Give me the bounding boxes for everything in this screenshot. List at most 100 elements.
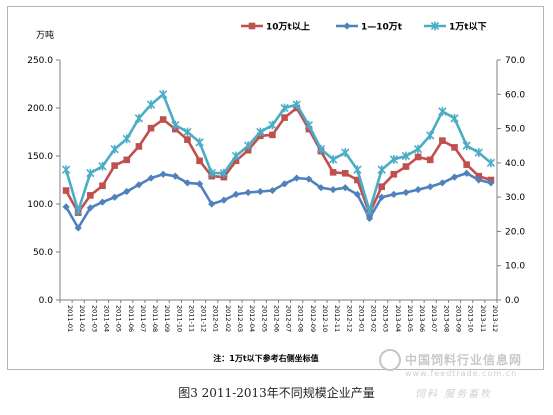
data-point: [329, 169, 337, 176]
data-point: [183, 127, 192, 137]
data-point: [475, 176, 483, 184]
legend-label: 1—10万t: [361, 22, 403, 33]
y-left-tick-label: 150.0: [27, 152, 53, 162]
x-tick-label: 2012-01: [212, 305, 220, 332]
data-point: [184, 136, 191, 143]
y-right-tick-label: 70.0: [505, 56, 525, 66]
data-point: [451, 144, 458, 151]
data-point: [475, 172, 483, 180]
data-point: [244, 188, 252, 197]
data-point: [377, 165, 386, 175]
legend-label: 1万t以下: [449, 22, 487, 33]
data-point: [123, 187, 131, 196]
y-left-tick-label: 200.0: [27, 104, 53, 114]
chart-frame: 0.0 50.0 100.0 150.0 200.0 250.0 0.0 10.0 20.0 30…: [7, 6, 544, 370]
data-point: [426, 156, 434, 164]
data-point: [413, 144, 423, 154]
legend-entry: 1—10万t: [336, 22, 403, 33]
x-tick-label: 2011-06: [127, 305, 135, 332]
data-point: [248, 22, 256, 30]
x-tick-label: 2012-02: [224, 305, 232, 332]
data-point: [487, 179, 495, 187]
production-line-chart: 0.0 50.0 100.0 150.0 200.0 250.0 0.0 10.0 20.0 30…: [27, 21, 525, 364]
data-point: [353, 190, 362, 198]
data-point: [439, 137, 446, 144]
y-right-tick-label: 20.0: [505, 227, 525, 237]
data-point: [329, 186, 337, 194]
data-point: [243, 141, 253, 151]
data-point: [159, 89, 168, 99]
data-point: [171, 172, 179, 180]
chart-note: 注：1万t以下参考右侧坐标值: [213, 353, 318, 363]
y-left-tick-label: 50.0: [33, 248, 53, 258]
y-right-tick-label: 30.0: [505, 193, 525, 203]
data-point: [486, 158, 496, 168]
data-point: [74, 224, 82, 232]
data-point: [195, 180, 204, 188]
data-point: [208, 200, 216, 208]
x-tick-label: 2013-07: [430, 305, 438, 332]
data-point: [62, 187, 70, 194]
x-tick-label: 2013-06: [418, 305, 426, 332]
data-point: [123, 156, 131, 164]
data-point: [354, 176, 361, 184]
data-point: [87, 192, 94, 199]
data-point: [389, 155, 398, 164]
x-tick-label: 2011-05: [115, 305, 123, 332]
data-point: [98, 161, 107, 171]
data-point: [159, 116, 167, 123]
data-point: [414, 153, 422, 161]
data-point: [195, 137, 204, 147]
data-point: [426, 131, 435, 140]
x-tick-label: 2013-03: [382, 305, 390, 332]
y-right-tick-label: 50.0: [505, 125, 525, 135]
data-point: [134, 113, 144, 123]
x-tick-label: 2011-04: [102, 305, 110, 332]
data-point: [462, 141, 471, 151]
legend-entry: 1万t以下: [424, 22, 487, 33]
series-line: [64, 93, 492, 213]
figure-caption: 图3 2011-2013年不同规模企业产量: [178, 386, 375, 400]
series-2: [62, 169, 495, 232]
data-point: [328, 155, 338, 164]
x-tick-label: 2012-03: [236, 305, 244, 332]
data-point: [341, 169, 349, 177]
data-point: [378, 183, 385, 191]
data-point: [316, 144, 326, 154]
x-tick-label: 2013-02: [370, 305, 378, 332]
x-tick-label: 2011-08: [151, 305, 159, 332]
data-point: [341, 148, 350, 157]
y-left-tick-label: 100.0: [27, 200, 53, 210]
x-tick-label: 2012-05: [260, 305, 268, 332]
x-tick-label: 2012-09: [309, 305, 317, 332]
data-point: [280, 180, 289, 188]
data-point: [438, 179, 446, 187]
data-point: [147, 124, 155, 132]
x-tick-label: 2013-04: [394, 305, 402, 332]
x-tick-label: 2011-12: [200, 305, 208, 332]
data-point: [293, 174, 301, 182]
y-left-tick-label: 0.0: [39, 296, 54, 306]
data-point: [219, 168, 229, 178]
data-point: [390, 170, 398, 178]
data-point: [135, 181, 143, 189]
data-point: [207, 168, 216, 178]
data-point: [474, 148, 483, 157]
data-point: [438, 107, 447, 116]
x-tick-label: 2012-06: [272, 305, 280, 332]
data-point: [111, 193, 119, 201]
data-point: [86, 204, 94, 212]
data-point: [61, 165, 71, 175]
data-point: [280, 103, 289, 113]
data-point: [430, 21, 440, 31]
data-point: [171, 120, 180, 130]
x-tick-label: 2012-11: [333, 305, 341, 332]
data-point: [111, 162, 118, 169]
data-point: [99, 182, 106, 190]
data-point: [269, 131, 276, 139]
x-tick-label: 2011-01: [66, 305, 74, 332]
data-point: [231, 151, 241, 161]
data-point: [159, 170, 167, 178]
data-point: [304, 120, 314, 130]
x-tick-label: 2011-09: [163, 305, 171, 332]
